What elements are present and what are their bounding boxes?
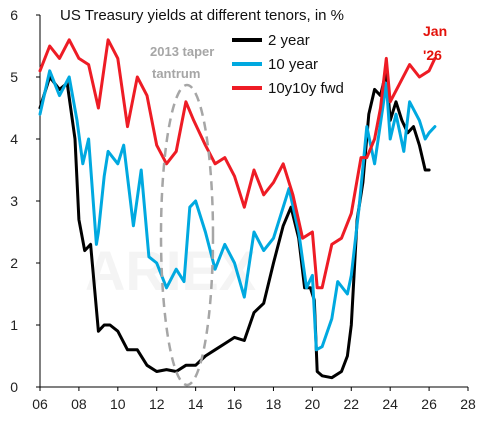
legend: 2 year 10 year 10y10y fwd [232, 32, 344, 97]
legend-label-10-year: 10 year [268, 56, 318, 73]
chart-title: US Treasury yields at different tenors, … [60, 7, 344, 24]
date-annotation-line1: Jan [423, 23, 447, 39]
x-tick-label: 16 [227, 396, 243, 412]
y-axis-ticks: 0 1 2 3 4 5 6 [10, 7, 40, 395]
taper-tantrum-ellipse [159, 83, 215, 387]
taper-annotation-line1: 2013 taper [150, 44, 214, 59]
x-tick-label: 14 [188, 396, 204, 412]
x-tick-label: 24 [382, 396, 398, 412]
series-lines [38, 38, 437, 380]
y-tick-label: 4 [10, 131, 18, 147]
taper-annotation-line2: tantrum [152, 66, 200, 81]
x-tick-label: 18 [266, 396, 282, 412]
x-tick-label: 12 [149, 396, 165, 412]
y-tick-label: 3 [10, 193, 18, 209]
x-tick-label: 20 [305, 396, 321, 412]
legend-label-2-year: 2 year [268, 32, 310, 49]
x-tick-label: 26 [421, 396, 437, 412]
y-tick-label: 5 [10, 69, 18, 85]
watermark-text: ARIEX [85, 239, 256, 302]
x-tick-label: 08 [71, 396, 87, 412]
x-tick-label: 06 [32, 396, 48, 412]
x-axis-ticks: 06 08 10 12 14 16 18 20 22 24 26 28 [32, 387, 476, 412]
x-tick-label: 10 [110, 396, 126, 412]
y-tick-label: 0 [10, 379, 18, 395]
y-tick-label: 1 [10, 317, 18, 333]
x-tick-label: 22 [343, 396, 359, 412]
series-line-10y10y-fwd [38, 38, 437, 290]
date-annotation-line2: '26 [423, 47, 442, 63]
series-line-10-year [38, 69, 437, 352]
y-tick-label: 2 [10, 255, 18, 271]
x-tick-label: 28 [460, 396, 476, 412]
legend-label-10y10y-fwd: 10y10y fwd [268, 80, 344, 97]
y-tick-label: 6 [10, 7, 18, 23]
